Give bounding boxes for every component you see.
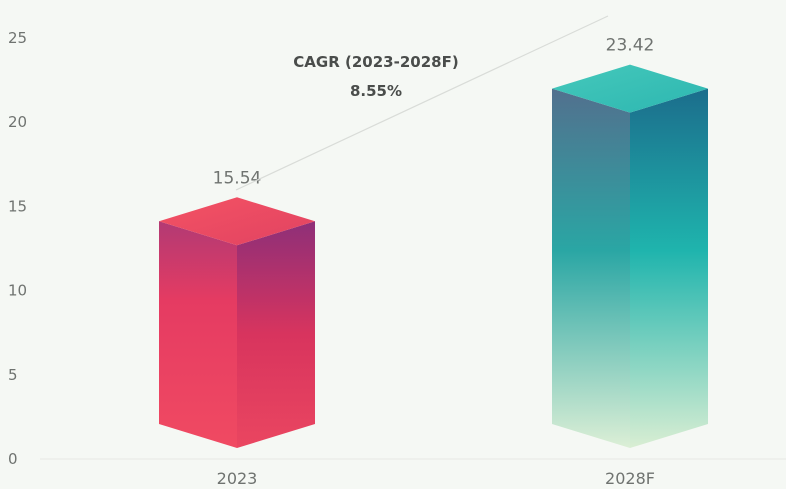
bar-front-face: [552, 88, 630, 448]
y-tick-label: 25: [8, 29, 27, 47]
y-axis-ticks: 0 5 10 15 20 25: [8, 29, 27, 468]
bar-top-face: [159, 197, 315, 246]
bar-2023: [159, 197, 315, 448]
bar-side-face: [237, 221, 315, 448]
data-label: 23.42: [606, 36, 655, 56]
x-tick-label: 2023: [217, 469, 258, 488]
bar-2028f: [552, 64, 708, 448]
bar-top-face: [552, 64, 708, 113]
y-tick-label: 0: [8, 450, 18, 468]
y-tick-label: 5: [8, 366, 18, 384]
bars: 15.54 2023 23.42 2028F: [159, 36, 708, 488]
y-tick-label: 15: [8, 197, 27, 215]
data-label: 15.54: [213, 168, 262, 188]
bar-front-face: [159, 221, 237, 448]
y-tick-label: 20: [8, 113, 27, 131]
cagr-label: CAGR (2023-2028F): [293, 53, 458, 71]
cagr-trend-line: [235, 15, 609, 191]
cagr-value: 8.55%: [350, 82, 402, 100]
x-tick-label: 2028F: [605, 469, 655, 488]
y-tick-label: 10: [8, 282, 27, 300]
bar-side-face: [630, 88, 708, 448]
